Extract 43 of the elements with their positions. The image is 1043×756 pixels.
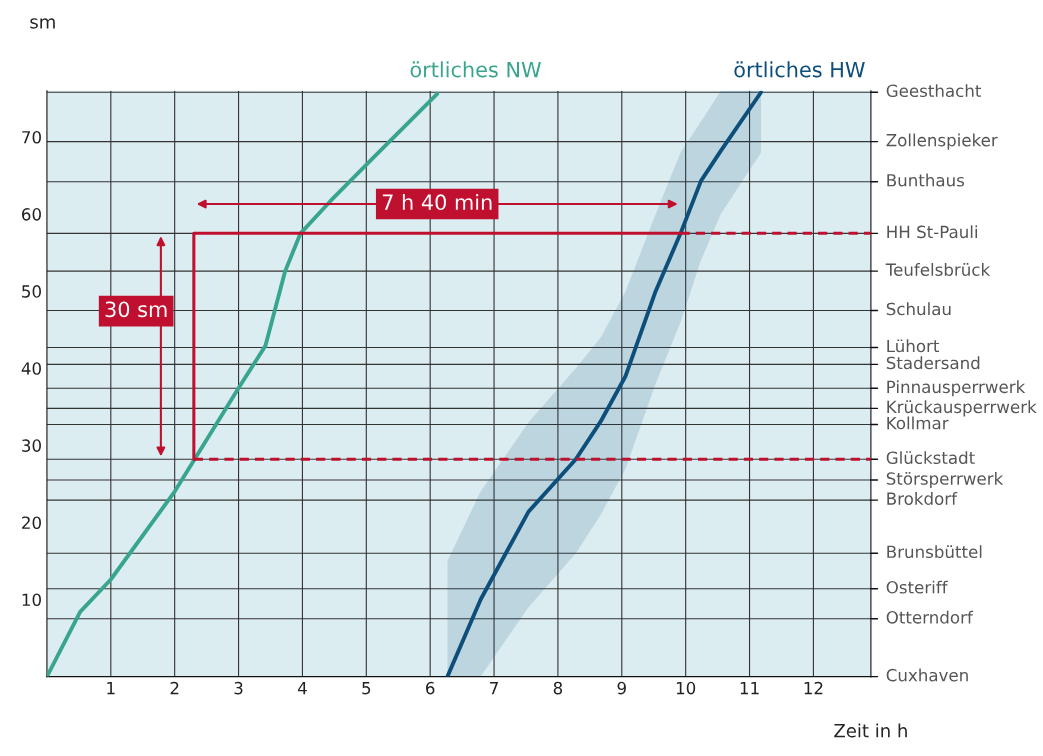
y-axis-title: sm	[30, 18, 55, 29]
x-tick-label: 5	[362, 681, 371, 695]
x-tick-label: 9	[617, 681, 626, 695]
ref-line-label: Glückstadt	[886, 451, 975, 465]
y-tick-label: 20	[22, 516, 41, 529]
y-tick-label: 40	[21, 362, 41, 375]
ref-line-label: Lühort	[887, 339, 940, 353]
x-tick-label: 12	[804, 681, 823, 695]
x-tick-label: 8	[553, 681, 563, 695]
ref-line-label: Cuxhaven	[886, 668, 968, 682]
y-tick-label: 70	[22, 130, 41, 144]
y-tick-label: 50	[22, 285, 41, 298]
ref-line-label: Pinnausperrwerk	[887, 380, 1026, 397]
ref-line-label: Osteriff	[886, 580, 948, 594]
x-tick-label: 1	[107, 681, 115, 695]
ref-line-label: Otterndorf	[886, 610, 974, 624]
x-tick-label: 11	[740, 681, 759, 695]
x-tick-label: 3	[234, 681, 243, 695]
ref-line-label: Schulau	[886, 302, 951, 316]
ref-line-label: Störsperrwerk	[886, 471, 1004, 489]
x-tick-label: 10	[676, 681, 696, 695]
annotation: 7 h 40 min	[382, 193, 492, 211]
ref-line-label: Bunthaus	[887, 173, 965, 187]
annotation: 30 sm	[105, 301, 167, 318]
ref-line-label: HH St-Pauli	[887, 225, 977, 239]
ref-line-label: Brunsbüttel	[887, 545, 982, 559]
ref-line-label: Krückausperrwerk	[887, 400, 1037, 417]
ref-line-label: Geesthacht	[886, 84, 982, 98]
ref-line-label: Brokdorf	[887, 492, 958, 505]
y-tick-label: 60	[22, 208, 41, 221]
x-tick-label: 6	[426, 681, 435, 695]
ref-line-label: Zollenspieker	[886, 133, 998, 150]
series-label: örtliches NW	[410, 61, 541, 78]
ref-line-label: Teufelsbrück	[885, 263, 991, 276]
y-tick-label: 30	[22, 439, 41, 452]
x-axis-title: Zeit in h	[834, 723, 907, 738]
ref-line-label: Kollmar	[887, 416, 949, 430]
x-tick-label: 4	[297, 681, 307, 695]
series-label: örtliches HW	[734, 61, 865, 78]
x-tick-label: 2	[170, 681, 179, 695]
y-tick-label: 10	[22, 593, 41, 607]
ref-line-label: Stadersand	[886, 356, 980, 370]
x-tick-label: 7	[490, 681, 498, 695]
